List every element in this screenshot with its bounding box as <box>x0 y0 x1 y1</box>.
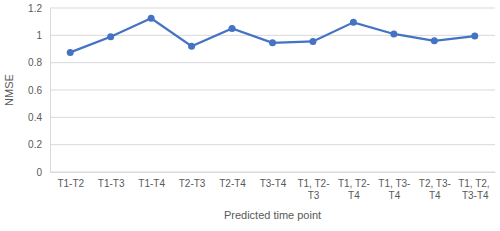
marker <box>67 49 74 56</box>
x-tick-label: T1-T4 <box>138 178 165 189</box>
chart-container: 0 0.2 0.4 0.6 0.8 1 1.2 T1-T2 T1-T3 T1-T4 T2-T3 T2-… <box>0 0 500 231</box>
marker <box>269 39 276 46</box>
x-tick-label: T3-T4 <box>260 178 287 189</box>
y-tick-label: 0.6 <box>28 85 42 96</box>
marker <box>229 25 236 32</box>
x-tick-label: T1-T3 <box>98 178 125 189</box>
y-tick-label: 0 <box>36 167 42 178</box>
x-tick-label: T1, T2, T3-T4 <box>458 178 492 201</box>
x-tick: T3-T4 <box>260 172 287 189</box>
x-tick-label-line: T2-T4 <box>219 178 246 189</box>
x-tick-label: T2-T3 <box>179 178 206 189</box>
x-tick-label-line: T3-T4 <box>260 178 287 189</box>
grid-line <box>50 144 495 145</box>
chart-svg: 0 0.2 0.4 0.6 0.8 1 1.2 T1-T2 T1-T3 T1-T4 T2-T3 T2-… <box>0 0 500 231</box>
y-tick-label: 0.4 <box>28 112 42 123</box>
x-tick-label-line: T4 <box>389 190 401 201</box>
y-tick: 0.4 <box>28 112 50 123</box>
grid-line <box>50 8 495 9</box>
x-tick-label: T1, T2-T4 <box>338 178 370 201</box>
series <box>67 15 479 56</box>
y-tick: 1 <box>36 30 50 41</box>
x-tick: T1-T2 <box>57 172 84 189</box>
y-tick: 0.6 <box>28 85 50 96</box>
y-tick: 0 <box>36 167 50 178</box>
marker <box>188 43 195 50</box>
x-tick-label-line: T1-T4 <box>138 178 165 189</box>
y-tick: 0.2 <box>28 139 50 150</box>
line <box>70 18 475 52</box>
y-tick-label: 0.2 <box>28 139 42 150</box>
x-tick: T1-T4 <box>138 172 165 189</box>
grid <box>50 8 495 172</box>
x-tick: T2-T4 <box>219 172 246 189</box>
x-tick-label: T2-T4 <box>219 178 246 189</box>
x-tick: T1, T2-T3 <box>297 172 329 201</box>
x-tick-label: T2, T3-T4 <box>419 178 451 201</box>
x-tick: T2, T3-T4 <box>419 172 451 201</box>
x-tick-label-line: T2-T3 <box>179 178 206 189</box>
y-tick: 1.2 <box>28 3 50 14</box>
grid-line <box>50 172 495 173</box>
y-tick-label: 0.8 <box>28 57 42 68</box>
x-tick: T1, T3-T4 <box>378 172 410 201</box>
x-tick: T1-T3 <box>98 172 125 189</box>
x-tick-label-line: T1, T3- <box>378 178 410 189</box>
marker <box>148 15 155 22</box>
x-tick-label-line: T1, T2- <box>297 178 329 189</box>
x-tick-label: T1-T2 <box>57 178 84 189</box>
x-tick: T2-T3 <box>179 172 206 189</box>
marker <box>471 33 478 40</box>
x-axis: T1-T2T1-T3T1-T4T2-T3T2-T4T3-T4T1, T2-T3T… <box>51 172 496 201</box>
x-tick-label-line: T1, T2, <box>458 178 492 189</box>
marker <box>107 33 114 40</box>
y-tick-label: 1 <box>36 30 42 41</box>
plot-area: 0 0.2 0.4 0.6 0.8 1 1.2 T1-T2 T1-T3 T1-T4 T2-T3 T2-… <box>28 3 495 201</box>
marker <box>431 37 438 44</box>
x-tick-label: T1, T3-T4 <box>378 178 410 201</box>
x-axis-line <box>51 172 496 173</box>
y-axis: 0 0.2 0.4 0.6 0.8 1 1.2 <box>28 3 50 178</box>
x-tick-label-line: T4 <box>348 190 360 201</box>
x-tick: T1, T2, T3-T4 <box>458 172 492 201</box>
y-tick: 0.8 <box>28 57 50 68</box>
x-tick-label-line: T1-T2 <box>57 178 84 189</box>
x-tick-label-line: T3 <box>308 190 320 201</box>
x-tick-label-line: T3-T4 <box>462 190 489 201</box>
marker <box>390 30 397 37</box>
marker <box>309 38 316 45</box>
x-tick-label-line: T1, T2- <box>338 178 370 189</box>
marker <box>350 19 357 26</box>
x-tick-label-line: T4 <box>429 190 441 201</box>
x-axis-title: Predicted time point <box>224 209 321 221</box>
grid-line <box>50 90 495 91</box>
grid-line <box>50 62 495 63</box>
y-tick-label: 1.2 <box>28 3 42 14</box>
y-axis-line <box>50 9 51 173</box>
y-axis-title: NMSE <box>3 74 15 106</box>
x-tick-label: T1, T2-T3 <box>297 178 329 201</box>
x-tick-label-line: T2, T3- <box>419 178 451 189</box>
grid-line <box>50 117 495 118</box>
x-tick-label-line: T1-T3 <box>98 178 125 189</box>
x-tick: T1, T2-T4 <box>338 172 370 201</box>
